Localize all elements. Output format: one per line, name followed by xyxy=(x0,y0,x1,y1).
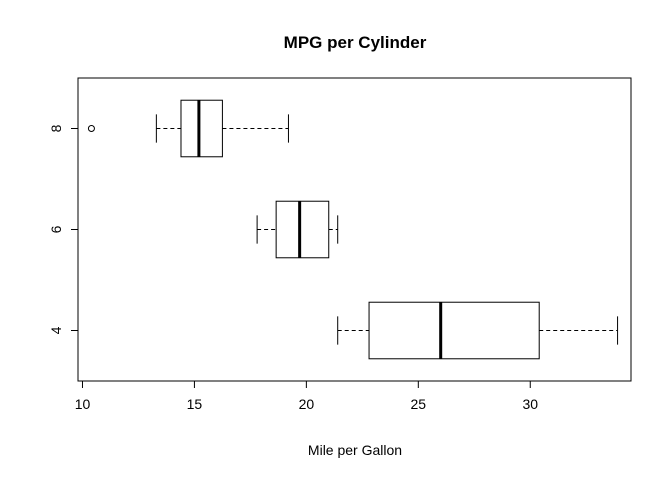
x-tick-label: 10 xyxy=(75,396,91,412)
plot-frame xyxy=(77,77,632,382)
box-series xyxy=(87,99,619,360)
iqr-box xyxy=(180,99,223,158)
x-axis: 10 15 20 25 30 xyxy=(75,380,538,412)
chart-title: MPG per Cylinder xyxy=(284,33,427,52)
x-axis-label: Mile per Gallon xyxy=(308,442,402,458)
y-tick-label: 4 xyxy=(48,326,64,334)
box-group-4 xyxy=(337,301,619,360)
x-tick-label: 20 xyxy=(299,396,315,412)
y-axis: 4 6 8 xyxy=(48,124,79,334)
x-tick-label: 15 xyxy=(187,396,203,412)
x-tick-label: 30 xyxy=(522,396,538,412)
x-tick-label: 25 xyxy=(411,396,427,412)
box-group-6 xyxy=(256,200,339,259)
box-group-8 xyxy=(87,99,289,158)
y-tick-label: 6 xyxy=(48,225,64,233)
y-tick-label: 8 xyxy=(48,124,64,132)
outlier-point xyxy=(87,125,95,132)
iqr-box xyxy=(368,301,540,360)
iqr-box xyxy=(275,200,330,259)
